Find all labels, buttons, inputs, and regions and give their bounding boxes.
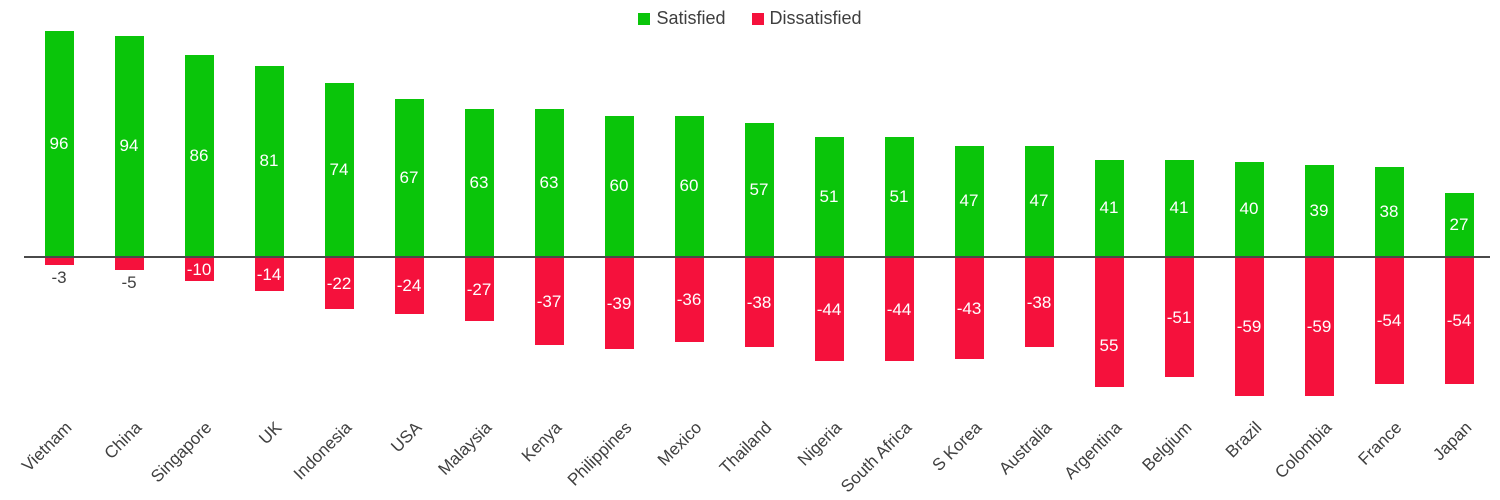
legend-label-satisfied: Satisfied [656, 8, 726, 28]
dissatisfied-bar [464, 258, 494, 321]
satisfied-value-label: 86 [189, 145, 209, 165]
satisfied-value-label: 94 [119, 136, 139, 155]
dissatisfied-value-label: -36 [676, 290, 702, 309]
satisfied-bar [534, 109, 564, 256]
dissatisfied-bar [954, 258, 984, 359]
satisfied-bar [1444, 193, 1474, 256]
dissatisfied-value-label: -14 [256, 264, 282, 284]
satisfied-value-label: 63 [539, 172, 559, 192]
dissatisfied-value-label: -10 [186, 259, 212, 279]
dissatisfied-value-label: -38 [1026, 292, 1052, 312]
satisfied-value-label: 47 [959, 191, 979, 210]
legend-item-dissatisfied: Dissatisfied [751, 8, 862, 29]
satisfied-bar [1024, 146, 1054, 256]
dissatisfied-bar [1374, 258, 1404, 384]
dissatisfied-value-label: -43 [956, 298, 982, 318]
dissatisfied-value-label: -38 [746, 292, 772, 312]
satisfied-value-label: 41 [1169, 198, 1189, 217]
satisfied-value-label: 57 [749, 179, 769, 199]
satisfied-bar [884, 137, 914, 256]
dissatisfied-bar [184, 258, 214, 281]
dissatisfied-value-label: -24 [396, 276, 422, 295]
satisfied-value-label: 81 [259, 151, 279, 170]
satisfied-bar [394, 99, 424, 256]
dissatisfied-bar [254, 258, 284, 291]
satisfied-value-label: 60 [679, 176, 699, 195]
x-axis-baseline [24, 256, 1490, 258]
satisfied-bar [254, 66, 284, 256]
dissatisfied-swatch-icon [751, 12, 764, 25]
satisfied-bar [1234, 162, 1264, 256]
satisfied-bar [814, 137, 844, 256]
satisfied-swatch-icon [638, 12, 651, 25]
dissatisfied-bar [1444, 258, 1474, 384]
satisfied-value-label: 67 [399, 167, 419, 187]
dissatisfied-value-label: -54 [1446, 311, 1472, 330]
satisfied-bar [114, 36, 144, 256]
dissatisfied-value-label: -59 [1236, 317, 1262, 336]
dissatisfied-value-label: 55 [1099, 335, 1119, 355]
satisfied-value-label: 74 [329, 159, 349, 179]
satisfied-value-label: 39 [1309, 200, 1329, 220]
dissatisfied-bar [744, 258, 774, 347]
satisfied-value-label: 60 [609, 176, 629, 195]
dissatisfied-bar [44, 258, 74, 265]
satisfied-value-label: 47 [1029, 191, 1049, 210]
dissatisfied-value-label: -5 [121, 273, 137, 292]
satisfied-value-label: 96 [49, 133, 69, 153]
satisfied-bar [324, 83, 354, 256]
legend: Satisfied Dissatisfied [0, 8, 1500, 29]
dissatisfied-value-label: -3 [51, 268, 67, 287]
legend-label-dissatisfied: Dissatisfied [769, 8, 862, 28]
satisfied-value-label: 51 [889, 186, 909, 206]
satisfied-bar [1304, 165, 1334, 256]
satisfied-value-label: 27 [1449, 214, 1469, 234]
dissatisfied-bar [534, 258, 564, 345]
satisfied-bar [44, 31, 74, 256]
dissatisfied-value-label: -59 [1306, 317, 1332, 336]
satisfied-bar [1164, 160, 1194, 256]
satisfied-bar [184, 55, 214, 256]
dissatisfied-bar [114, 258, 144, 270]
dissatisfied-value-label: -44 [816, 299, 842, 319]
satisfied-bar [954, 146, 984, 256]
dissatisfied-bar [1024, 258, 1054, 347]
satisfied-value-label: 41 [1099, 198, 1119, 217]
satisfied-value-label: 63 [469, 172, 489, 192]
dissatisfied-value-label: -51 [1166, 307, 1192, 327]
dissatisfied-value-label: -27 [466, 279, 492, 299]
dissatisfied-value-label: -44 [886, 299, 912, 319]
dissatisfied-value-label: -22 [326, 273, 352, 293]
dissatisfied-bar [394, 258, 424, 314]
satisfied-value-label: 51 [819, 186, 839, 206]
dissatisfied-bar [674, 258, 704, 342]
satisfied-bar [464, 109, 494, 256]
dissatisfied-bar [604, 258, 634, 349]
dissatisfied-bar [1304, 258, 1334, 396]
satisfied-value-label: 38 [1379, 201, 1399, 221]
dissatisfied-value-label: -39 [606, 293, 632, 313]
satisfied-bar [674, 116, 704, 256]
satisfied-bar [1094, 160, 1124, 256]
dissatisfied-bar [324, 258, 354, 309]
dissatisfied-bar [814, 258, 844, 361]
dissatisfied-bar [1234, 258, 1264, 396]
satisfied-bar [1374, 167, 1404, 256]
dissatisfied-bar [1164, 258, 1194, 377]
satisfied-bar [604, 116, 634, 256]
dissatisfied-value-label: -37 [536, 291, 562, 311]
satisfied-value-label: 40 [1239, 199, 1259, 218]
dissatisfied-value-label: -54 [1376, 311, 1402, 330]
dissatisfied-bar [884, 258, 914, 361]
satisfied-bar [744, 123, 774, 256]
legend-item-satisfied: Satisfied [638, 8, 726, 29]
dissatisfied-bar [1094, 258, 1124, 387]
